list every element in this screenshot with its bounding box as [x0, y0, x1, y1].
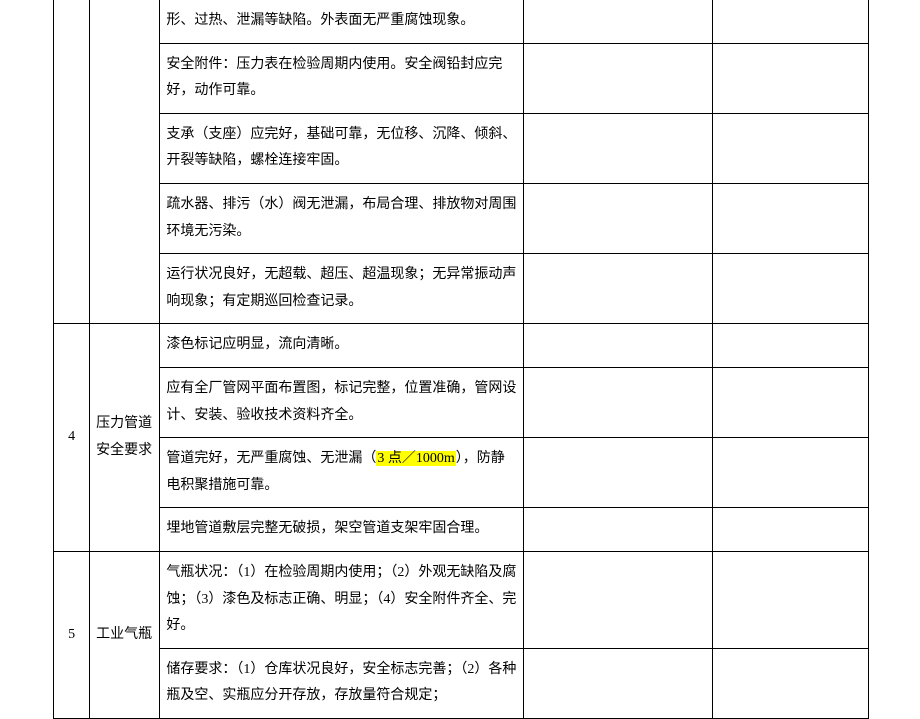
cell-blank — [523, 254, 713, 324]
cell-blank — [523, 0, 713, 43]
cell-blank — [713, 648, 869, 718]
text-prefix: 管道完好，无严重腐蚀、无泄漏（ — [166, 451, 376, 466]
cell-desc: 储存要求：（1）仓库状况良好，安全标志完善；（2）各种瓶及空、实瓶应分开存放，存… — [160, 648, 523, 718]
cell-blank — [713, 43, 869, 113]
cell-desc-highlight: 管道完好，无严重腐蚀、无泄漏（3 点／1000m），防静电积聚措施可靠。 — [160, 438, 523, 508]
table-row: 疏水器、排污（水）阀无泄漏，布局合理、排放物对周围环境无污染。 — [54, 183, 869, 253]
cell-blank — [523, 43, 713, 113]
cell-blank — [713, 551, 869, 648]
cell-desc: 支承（支座）应完好，基础可靠，无位移、沉降、倾斜、开裂等缺陷，螺栓连接牢固。 — [160, 113, 523, 183]
table-row: 埋地管道敷层完整无破损，架空管道支架牢固合理。 — [54, 508, 869, 552]
inspection-table: 形、过热、泄漏等缺陷。外表面无严重腐蚀现象。 安全附件：压力表在检验周期内使用。… — [53, 0, 869, 719]
cell-blank — [523, 508, 713, 552]
cell-blank — [523, 438, 713, 508]
cell-blank — [713, 367, 869, 437]
table-row: 安全附件：压力表在检验周期内使用。安全阀铅封应完好，动作可靠。 — [54, 43, 869, 113]
cell-blank — [523, 648, 713, 718]
cell-desc: 运行状况良好，无超载、超压、超温现象；无异常振动声响现象；有定期巡回检查记录。 — [160, 254, 523, 324]
cell-blank — [523, 367, 713, 437]
cell-blank — [523, 183, 713, 253]
cell-num — [54, 0, 90, 324]
table-row: 5 工业气瓶 气瓶状况：（1）在检验周期内使用；（2）外观无缺陷及腐蚀；（3）漆… — [54, 551, 869, 648]
cell-desc: 埋地管道敷层完整无破损，架空管道支架牢固合理。 — [160, 508, 523, 552]
cell-desc: 漆色标记应明显，流向清晰。 — [160, 324, 523, 368]
cell-blank — [523, 113, 713, 183]
cell-blank — [713, 183, 869, 253]
cell-category: 压力管道安全要求 — [90, 324, 160, 552]
cell-num: 4 — [54, 324, 90, 552]
document-page: 形、过热、泄漏等缺陷。外表面无严重腐蚀现象。 安全附件：压力表在检验周期内使用。… — [0, 0, 920, 651]
cell-blank — [713, 254, 869, 324]
table-row: 支承（支座）应完好，基础可靠，无位移、沉降、倾斜、开裂等缺陷，螺栓连接牢固。 — [54, 113, 869, 183]
cell-desc: 形、过热、泄漏等缺陷。外表面无严重腐蚀现象。 — [160, 0, 523, 43]
cell-blank — [523, 551, 713, 648]
table-row: 应有全厂管网平面布置图，标记完整，位置准确，管网设计、安装、验收技术资料齐全。 — [54, 367, 869, 437]
cell-blank — [713, 324, 869, 368]
cell-blank — [713, 508, 869, 552]
cell-blank — [523, 324, 713, 368]
cell-blank — [713, 438, 869, 508]
cell-desc: 安全附件：压力表在检验周期内使用。安全阀铅封应完好，动作可靠。 — [160, 43, 523, 113]
highlight-text: 3 点／1000m — [376, 451, 455, 466]
cell-num: 5 — [54, 551, 90, 718]
table-row: 形、过热、泄漏等缺陷。外表面无严重腐蚀现象。 — [54, 0, 869, 43]
cell-category: 工业气瓶 — [90, 551, 160, 718]
cell-category — [90, 0, 160, 324]
cell-desc: 疏水器、排污（水）阀无泄漏，布局合理、排放物对周围环境无污染。 — [160, 183, 523, 253]
table-row: 管道完好，无严重腐蚀、无泄漏（3 点／1000m），防静电积聚措施可靠。 — [54, 438, 869, 508]
table-row: 运行状况良好，无超载、超压、超温现象；无异常振动声响现象；有定期巡回检查记录。 — [54, 254, 869, 324]
cell-desc: 应有全厂管网平面布置图，标记完整，位置准确，管网设计、安装、验收技术资料齐全。 — [160, 367, 523, 437]
table-row: 储存要求：（1）仓库状况良好，安全标志完善；（2）各种瓶及空、实瓶应分开存放，存… — [54, 648, 869, 718]
cell-blank — [713, 0, 869, 43]
cell-desc: 气瓶状况：（1）在检验周期内使用；（2）外观无缺陷及腐蚀；（3）漆色及标志正确、… — [160, 551, 523, 648]
table-row: 4 压力管道安全要求 漆色标记应明显，流向清晰。 — [54, 324, 869, 368]
cell-blank — [713, 113, 869, 183]
